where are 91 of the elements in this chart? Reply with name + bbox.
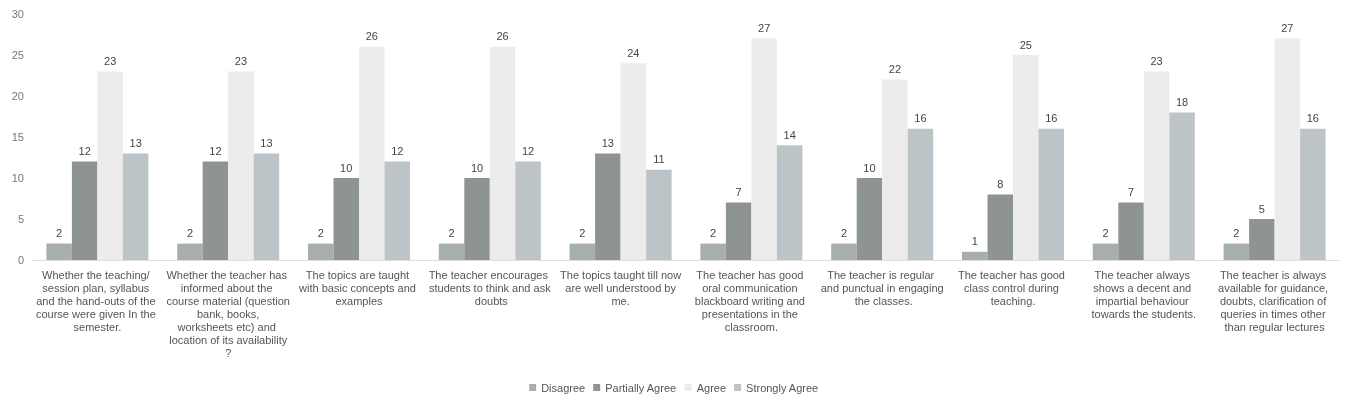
x-tick-label: The teacher has good oral communication blackboard writing and presentations in the classroom.	[694, 268, 808, 333]
x-tick-label: Whether the teacher has informed about the course material (question bank, books, worksheets etc) and location of its availability?	[166, 268, 290, 359]
data-label: 22	[888, 63, 902, 76]
data-label: 23	[104, 54, 117, 67]
x-tick-label: Whether the teaching/ session plan, syllabus and the hand-outs of the course were given In the semester.	[35, 268, 159, 333]
bar	[1092, 243, 1119, 260]
y-tick-label: 5	[17, 213, 24, 225]
data-label: 7	[735, 186, 742, 199]
bar	[177, 243, 203, 260]
bar	[384, 161, 411, 260]
y-tick-label: 30	[11, 8, 24, 20]
bar	[202, 161, 229, 260]
data-label: 2	[1233, 227, 1240, 240]
x-tick-label: The teacher has good class control during teaching.	[957, 268, 1069, 307]
x-tick-label: The topics taught till now are well understood by me.	[560, 268, 682, 307]
data-label: 2	[186, 227, 193, 240]
data-label: 8	[997, 177, 1004, 190]
bar	[569, 243, 596, 260]
data-label: 12	[521, 145, 535, 158]
bar	[46, 243, 72, 260]
bar	[1300, 128, 1326, 260]
bar	[595, 153, 621, 260]
data-label: 27	[1281, 22, 1294, 35]
legend-label: Strongly Agree	[746, 381, 819, 394]
data-label: 2	[840, 227, 847, 240]
legend-label: Disagree	[541, 381, 586, 394]
bar	[1118, 202, 1144, 260]
y-tick-label: 20	[11, 90, 24, 102]
bar	[464, 178, 490, 260]
x-tick-label: The teacher is regular and punctual in engaging the classes.	[820, 268, 944, 307]
data-label: 2	[448, 227, 455, 240]
data-label: 10	[340, 161, 353, 174]
data-label: 16	[1045, 112, 1058, 125]
data-label: 2	[1102, 227, 1109, 240]
data-label: 2	[579, 227, 586, 240]
data-label: 10	[863, 161, 876, 174]
bar	[961, 251, 988, 260]
legend-label: Agree	[696, 381, 727, 394]
bar	[1223, 243, 1250, 260]
bar	[831, 243, 857, 260]
data-label: 14	[783, 128, 796, 141]
bar	[253, 153, 280, 260]
data-label: 2	[317, 227, 324, 240]
bar	[438, 243, 465, 260]
data-label: 12	[78, 145, 91, 158]
x-tick-label: The teacher is always available for guidance, doubts, clarification of queries in times other than regular lectures	[1218, 268, 1332, 333]
data-label: 27	[758, 22, 771, 35]
data-label: 13	[260, 136, 273, 149]
bar	[122, 153, 149, 260]
bar	[1038, 128, 1065, 260]
bar	[71, 161, 98, 260]
data-label: 24	[627, 46, 640, 59]
data-label: 25	[1019, 38, 1032, 51]
bar	[725, 202, 752, 260]
bar	[646, 169, 672, 260]
bar	[515, 161, 541, 260]
data-label: 12	[209, 145, 222, 158]
x-tick-label: The topics are taught with basic concepts and examples	[298, 268, 419, 307]
data-label: 16	[914, 112, 927, 125]
y-tick-label: 15	[11, 131, 24, 143]
bar	[856, 178, 883, 260]
y-tick-label: 10	[11, 172, 24, 184]
data-label: 16	[1306, 112, 1319, 125]
data-label: 13	[129, 136, 142, 149]
bar	[1169, 112, 1195, 260]
bar	[907, 128, 934, 260]
data-label: 26	[365, 30, 378, 43]
x-tick-label: The teacher encourages students to think and ask doubts	[428, 268, 552, 307]
data-label: 1	[971, 235, 978, 248]
bar	[987, 194, 1013, 260]
bar	[333, 178, 359, 260]
bar	[776, 145, 803, 260]
data-label: 2	[710, 227, 717, 240]
y-tick-label: 25	[11, 49, 24, 61]
data-label: 12	[391, 145, 404, 158]
data-label: 13	[601, 136, 614, 149]
bar	[307, 243, 334, 260]
y-tick-label: 0	[17, 254, 24, 266]
data-label: 11	[653, 153, 665, 166]
bar	[1249, 219, 1275, 260]
data-label: 2	[56, 227, 63, 240]
x-tick-label: The teacher always shows a decent and impartial behaviour towards the students.	[1091, 268, 1197, 320]
data-label: 5	[1258, 202, 1265, 215]
bar	[700, 243, 726, 260]
data-label: 18	[1175, 95, 1189, 108]
data-label: 10	[470, 161, 484, 174]
legend-label: Partially Agree	[605, 381, 677, 394]
data-label: 7	[1127, 186, 1135, 199]
data-label: 23	[1150, 54, 1163, 67]
data-label: 23	[234, 54, 248, 67]
data-label: 26	[496, 30, 509, 43]
